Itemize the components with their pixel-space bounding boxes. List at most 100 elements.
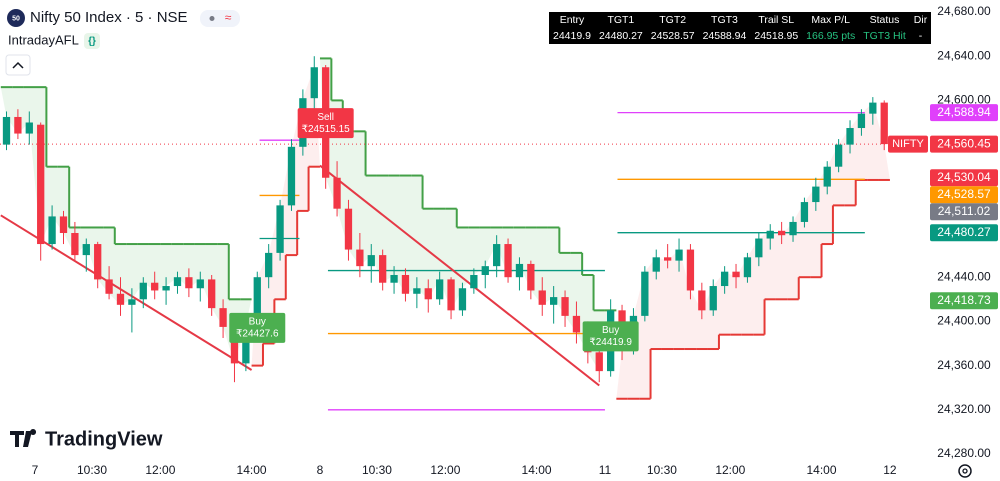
candle-body — [390, 274, 398, 283]
candle-body — [14, 116, 22, 134]
candle-body — [242, 323, 250, 364]
table-header-cell: TGT1 — [607, 14, 635, 26]
candle-body — [424, 288, 432, 300]
collapse-button[interactable] — [5, 54, 31, 76]
candle-body — [208, 279, 216, 309]
candle-body — [709, 286, 717, 311]
indicator-name: IntradayAFL — [8, 32, 79, 47]
x-tick-label: 12:00 — [145, 463, 175, 477]
candle-body — [641, 271, 649, 316]
candle-body — [846, 128, 854, 145]
symbol-badge — [888, 135, 928, 153]
candle-body — [504, 244, 512, 278]
table-cell: 24528.57 — [650, 30, 695, 42]
candle-body — [663, 257, 672, 261]
candle-body — [675, 249, 683, 261]
candle-body — [379, 255, 387, 283]
x-tick-label: 10:30 — [647, 463, 677, 477]
candle-body — [37, 124, 45, 245]
settings-center — [962, 468, 968, 474]
candle-body — [458, 288, 467, 311]
candle-body — [550, 297, 558, 305]
table-cell: 24588.94 — [702, 30, 747, 42]
candle-body — [401, 274, 410, 294]
table-row: 24419.9 24480.27 24528.57 24588.94 24518.95 1… — [549, 28, 931, 44]
candle-body — [493, 244, 501, 267]
candle-body — [777, 230, 786, 236]
chart-title: Nifty 50 Index · 5 · NSE — [30, 9, 188, 26]
candle-body — [880, 102, 888, 145]
candle-body — [25, 122, 33, 134]
candle-body — [287, 146, 296, 206]
settings-icon[interactable] — [958, 464, 972, 478]
price-badge-label: 24,588.94 — [937, 105, 991, 119]
candle-body — [698, 290, 706, 311]
trade-table: Entry TGT1 TGT2 TGT3 Trail SL Max P/L Status Di… — [549, 12, 932, 44]
table-cell: - — [918, 30, 923, 42]
candle-body — [219, 308, 227, 327]
candle-body — [869, 102, 877, 114]
candle-body — [800, 202, 809, 222]
signal-label: Sell — [317, 112, 334, 123]
table-header-cell: Dir — [913, 14, 928, 26]
price-badge-label: 24,511.02 — [938, 204, 991, 218]
price-badge — [930, 224, 998, 242]
status-pill[interactable] — [200, 10, 240, 27]
candle-body — [253, 277, 261, 324]
signal-price: ₹24419.9 — [589, 337, 632, 348]
y-tick-label: 24,280.00 — [937, 446, 991, 460]
status-icon: ≈ — [225, 11, 232, 25]
signal-label: Buy — [602, 325, 619, 336]
table-cell: 24419.9 — [553, 30, 591, 42]
candle-body — [48, 216, 56, 245]
candle-body — [481, 266, 489, 275]
candle-body — [766, 230, 774, 239]
candle-body — [173, 277, 182, 287]
x-tick-label: 14:00 — [522, 463, 552, 477]
candle-body — [595, 352, 603, 372]
candle-body — [71, 233, 79, 256]
symbol-icon — [7, 9, 25, 27]
candle-body — [561, 297, 569, 316]
y-tick-label: 24,400.00 — [937, 314, 991, 328]
signal-price: ₹24427.6 — [236, 329, 279, 340]
candle-body — [128, 299, 136, 305]
candle-body — [572, 315, 581, 333]
price-badge — [930, 169, 998, 187]
price-badge-label: 24,560.45 — [937, 136, 991, 150]
candle-body — [652, 257, 660, 272]
table-header-cell: Max P/L — [811, 14, 850, 26]
y-tick-label: 24,640.00 — [937, 48, 991, 62]
source-glyph: {} — [88, 36, 96, 47]
candle-body — [310, 67, 318, 99]
trail-fill — [319, 58, 617, 372]
table-header-cell: Trail SL — [758, 14, 795, 26]
candle-body — [139, 282, 147, 300]
price-badge-label: 24,418.73 — [937, 293, 991, 307]
signal-box — [582, 321, 639, 352]
candle-body — [686, 249, 695, 291]
candle-body — [367, 255, 375, 267]
candle-body — [732, 271, 740, 278]
signal-price: ₹24515.15 — [302, 124, 351, 135]
candle-body — [333, 177, 341, 209]
candle-body — [151, 282, 159, 291]
signal-box — [229, 312, 286, 343]
candle-body — [230, 326, 239, 364]
candle-body — [356, 249, 364, 267]
signal-label: Buy — [249, 317, 266, 328]
candle-body — [834, 144, 843, 167]
source-icon[interactable] — [84, 33, 100, 49]
price-badge — [930, 186, 998, 204]
trail-fill — [616, 102, 890, 399]
x-tick-label: 12:00 — [715, 463, 745, 477]
candle-body — [413, 288, 421, 294]
candle-body — [857, 113, 866, 129]
table-header: Entry TGT1 TGT2 TGT3 Trail SL Max P/L Status Di… — [549, 12, 931, 28]
candle-body — [276, 205, 284, 253]
table-header-cell: TGT2 — [659, 14, 687, 26]
candle-body — [196, 279, 204, 289]
price-badge — [930, 104, 998, 122]
table-cell: 24480.27 — [598, 30, 643, 42]
